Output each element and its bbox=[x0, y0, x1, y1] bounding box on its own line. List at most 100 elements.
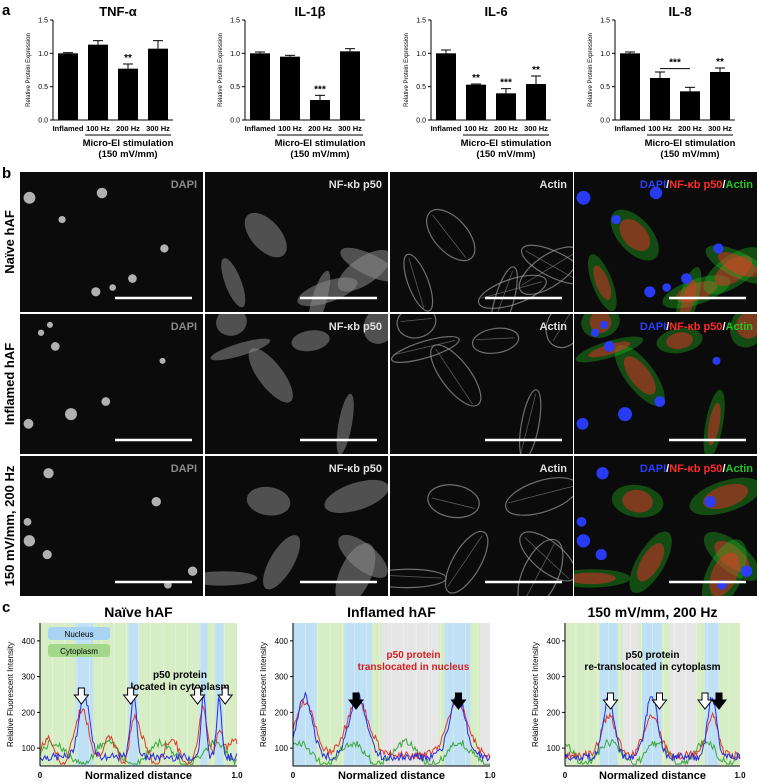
y-tick-label: 1.5 bbox=[38, 18, 48, 25]
x-axis-label: Normalized distance bbox=[338, 770, 445, 782]
dapi-signal bbox=[649, 186, 663, 200]
profile-title: Inflamed hAF bbox=[347, 604, 436, 620]
nucleus-spot bbox=[159, 357, 166, 364]
bar bbox=[710, 72, 730, 120]
merge-label-part: DAPI bbox=[640, 179, 666, 191]
x-axis-label: Normalized distance bbox=[599, 770, 706, 782]
open-arrow-icon bbox=[651, 692, 668, 710]
open-arrow-icon bbox=[696, 692, 714, 710]
profile-title: 150 mV/mm, 200 Hz bbox=[588, 604, 718, 620]
y-tick-label: 400 bbox=[275, 637, 289, 646]
y-tick-label: 1.0 bbox=[230, 51, 240, 58]
actin-signal bbox=[574, 569, 631, 588]
category-label: 100 Hz bbox=[648, 124, 672, 133]
dapi-signal bbox=[611, 214, 621, 225]
category-label: 300 Hz bbox=[524, 124, 548, 133]
y-tick-label: 1.0 bbox=[38, 51, 48, 58]
actin-fiber bbox=[504, 477, 573, 516]
actin-signal bbox=[587, 254, 617, 312]
stimulation-subtitle: (150 mV/mm) bbox=[476, 149, 535, 160]
panel-letter-b: b bbox=[2, 165, 11, 182]
bar bbox=[250, 53, 270, 121]
bar bbox=[526, 84, 546, 120]
nucleus-spot bbox=[160, 244, 169, 253]
category-label: Inflamed bbox=[53, 124, 84, 133]
bar bbox=[280, 56, 300, 120]
stress-fiber bbox=[475, 337, 515, 341]
y-tick-label: 300 bbox=[275, 673, 289, 682]
annotation-line: p50 protein bbox=[387, 650, 441, 661]
filled-arrow-icon bbox=[348, 692, 365, 710]
p50-signal bbox=[623, 356, 656, 395]
y-tick-label: 1.0 bbox=[416, 51, 426, 58]
legend-label: Nucleus bbox=[65, 630, 94, 639]
p50-signal bbox=[622, 489, 653, 513]
channel-label: NF-κb p50 bbox=[329, 463, 382, 475]
micrograph-tile: NF-κb p50 bbox=[205, 314, 388, 454]
bar bbox=[436, 53, 456, 121]
micrograph-background bbox=[574, 456, 757, 596]
actin-signal bbox=[656, 328, 703, 354]
actin-fiber bbox=[430, 344, 482, 407]
panel-letter-a: a bbox=[2, 2, 11, 19]
merge-label-part: NF-κb p50 bbox=[669, 321, 722, 333]
nucleus-spot bbox=[43, 468, 54, 479]
y-axis-label: Relative Protein Expression bbox=[26, 33, 32, 107]
intensity-profiles: Naïve hAF 100 200 300 400 Relative Fluorescen… bbox=[6, 604, 746, 782]
dapi-signal bbox=[618, 407, 632, 422]
bar bbox=[680, 91, 700, 120]
stimulation-label: Micro-El stimulation bbox=[461, 138, 552, 149]
bar bbox=[340, 51, 360, 121]
actin-fiber bbox=[444, 530, 489, 594]
cell-body bbox=[244, 212, 287, 258]
p50-signal bbox=[666, 332, 693, 350]
merge-label-part: DAPI bbox=[640, 463, 666, 475]
nucleus-spot bbox=[109, 284, 116, 291]
micrograph-tile: Actin bbox=[390, 314, 573, 454]
y-tick-label: 0.0 bbox=[416, 118, 426, 125]
channel-label: DAPI bbox=[171, 179, 197, 191]
merge-label-part: Actin bbox=[726, 179, 754, 191]
significance-label: ** bbox=[472, 73, 480, 84]
micrograph-tile: DAPI/NF-κb p50/Actin bbox=[574, 172, 757, 312]
merge-label-part: DAPI bbox=[640, 321, 666, 333]
actin-fiber bbox=[521, 244, 573, 285]
actin-signal bbox=[703, 389, 725, 454]
bracket-label: *** bbox=[669, 58, 681, 69]
row-label: Inflamed hAF bbox=[2, 343, 17, 425]
chart-title: IL-1β bbox=[294, 4, 325, 19]
cell-body bbox=[221, 258, 246, 308]
y-axis-label: Relative Protein Expression bbox=[588, 33, 594, 107]
y-tick-label: 0.0 bbox=[600, 118, 610, 125]
background-region bbox=[670, 623, 697, 766]
dapi-signal bbox=[596, 467, 609, 480]
stimulation-label: Micro-El stimulation bbox=[275, 138, 366, 149]
x-tick-label: 0 bbox=[291, 771, 296, 780]
stress-fiber bbox=[400, 318, 432, 322]
cell-body bbox=[246, 486, 291, 516]
row-label: Naïve hAF bbox=[2, 210, 17, 274]
channel-label: NF-κb p50 bbox=[329, 179, 382, 191]
bar bbox=[466, 84, 486, 120]
actin-fiber bbox=[471, 327, 520, 354]
bar-chart-0: TNF-α Relative Protein Expression 0.0 0.5 1.… bbox=[26, 4, 174, 160]
y-tick-label: 300 bbox=[547, 673, 561, 682]
dapi-signal bbox=[603, 341, 615, 352]
cell-body bbox=[324, 479, 388, 513]
p50-signal bbox=[707, 402, 721, 446]
y-tick-label: 100 bbox=[547, 744, 561, 753]
y-tick-label: 1.5 bbox=[230, 18, 240, 25]
x-tick-label: 1.0 bbox=[231, 771, 243, 780]
nucleus-spot bbox=[96, 187, 108, 199]
legend-swatch bbox=[48, 644, 110, 657]
stress-fiber bbox=[525, 250, 573, 283]
actin-fiber bbox=[545, 314, 573, 349]
dapi-signal bbox=[576, 516, 587, 527]
profile-plot-2: 150 mV/mm, 200 Hz 100 200 300 400 Relative Fl… bbox=[531, 604, 746, 782]
category-label: 200 Hz bbox=[494, 124, 518, 133]
stress-fiber bbox=[508, 485, 573, 504]
dapi-signal bbox=[662, 283, 671, 292]
nucleus-spot bbox=[58, 215, 66, 224]
category-label: Inflamed bbox=[615, 124, 646, 133]
